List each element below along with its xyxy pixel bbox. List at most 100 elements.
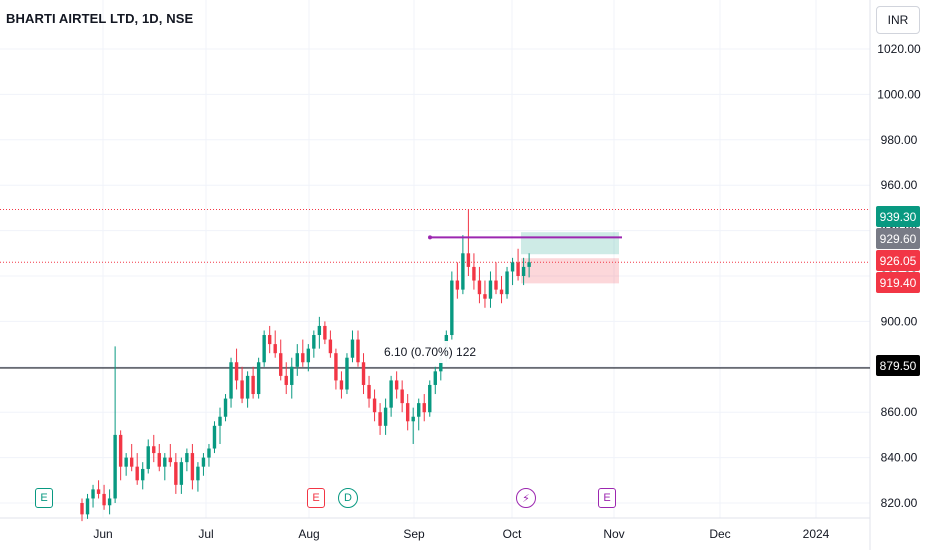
- candle-body: [439, 357, 443, 372]
- candle-body: [234, 362, 239, 381]
- candles: [80, 209, 531, 522]
- price-tag: 939.30: [876, 206, 920, 227]
- candle-body: [152, 446, 156, 454]
- candle-body: [240, 380, 244, 399]
- time-tick-label: Sep: [403, 527, 425, 541]
- price-tag: 926.05: [876, 250, 920, 271]
- time-tick-label: Nov: [603, 527, 624, 541]
- candle: [146, 439, 150, 474]
- candle-body: [174, 462, 178, 485]
- candle-body: [323, 325, 327, 340]
- candle-body: [405, 403, 410, 422]
- earnings-marker-aug[interactable]: E: [307, 488, 325, 508]
- candle: [163, 453, 167, 481]
- candle-body: [85, 498, 90, 515]
- currency-button[interactable]: INR: [876, 6, 920, 34]
- position-box[interactable]: [521, 232, 619, 284]
- resistance-line-handle: [428, 235, 432, 240]
- candle: [461, 235, 465, 295]
- candle-body: [510, 262, 515, 272]
- candle: [85, 493, 90, 519]
- dividend-marker[interactable]: D: [338, 488, 358, 508]
- candle-body: [361, 362, 366, 385]
- grid-lines: [0, 0, 871, 550]
- candle-body: [135, 466, 139, 481]
- candle-body: [102, 493, 106, 506]
- candle-body: [267, 335, 272, 345]
- candle-body: [146, 446, 150, 469]
- candle: [367, 375, 371, 408]
- price-tag: 919.40: [876, 272, 920, 293]
- candle-body: [400, 389, 404, 404]
- candle: [516, 248, 520, 281]
- candle-body: [494, 280, 498, 290]
- candle: [201, 453, 206, 476]
- candle: [521, 257, 526, 286]
- candle: [428, 380, 432, 417]
- time-axis[interactable]: Jun Jul Aug Sep Oct Nov Dec 2024: [93, 527, 829, 541]
- candle: [168, 443, 173, 467]
- candle-body: [516, 262, 520, 276]
- candle: [488, 271, 493, 308]
- candle: [273, 330, 277, 358]
- candle: [223, 394, 228, 422]
- price-tick-label: 820.00: [881, 496, 918, 510]
- candle-body: [455, 280, 460, 290]
- candle-body: [306, 348, 311, 363]
- candle-body: [466, 253, 471, 267]
- candle: [262, 330, 266, 367]
- candle-body: [245, 375, 250, 399]
- candle: [494, 262, 498, 295]
- candle-body: [179, 462, 184, 485]
- candle-body: [356, 339, 360, 363]
- candle: [433, 366, 437, 395]
- candle: [306, 344, 311, 372]
- candle-body: [196, 466, 200, 481]
- candle-body: [499, 289, 504, 295]
- price-tag: 929.60: [876, 228, 920, 249]
- time-tick-label: Jul: [198, 527, 213, 541]
- candle: [499, 276, 504, 304]
- candle-body: [157, 453, 161, 467]
- time-tick-label: 2024: [803, 527, 830, 541]
- candle-body: [168, 457, 173, 463]
- candle: [505, 266, 509, 299]
- candle-body: [433, 371, 437, 385]
- candle: [317, 316, 322, 349]
- candle: [124, 453, 128, 476]
- candle-body: [372, 398, 377, 413]
- candle: [295, 344, 299, 376]
- candle-body: [201, 457, 206, 467]
- candle: [422, 394, 426, 422]
- resistance-line[interactable]: [428, 235, 622, 240]
- candle-body: [229, 362, 233, 399]
- candle-body: [417, 403, 421, 417]
- candle: [80, 498, 84, 522]
- candle: [345, 353, 349, 395]
- candle: [152, 434, 156, 463]
- profit-zone: [521, 232, 619, 255]
- candle: [400, 380, 404, 413]
- candle-body: [80, 503, 84, 515]
- candle: [323, 321, 327, 345]
- price-tick-label: 980.00: [881, 133, 918, 147]
- candle: [527, 253, 531, 278]
- candle: [483, 280, 487, 308]
- split-marker[interactable]: ⚡: [516, 488, 536, 508]
- candle-body: [218, 416, 222, 426]
- candle-body: [301, 353, 305, 363]
- candle: [185, 448, 189, 472]
- candle: [372, 389, 377, 422]
- candle: [190, 443, 195, 490]
- earnings-marker-oct[interactable]: E: [598, 488, 616, 508]
- candle: [234, 348, 239, 390]
- candle: [301, 339, 305, 367]
- loss-zone: [521, 258, 619, 284]
- candle-body: [141, 468, 145, 481]
- time-tick-label: Jun: [93, 527, 112, 541]
- candle: [229, 357, 233, 408]
- earnings-marker-may[interactable]: E: [35, 488, 53, 508]
- candle-body: [345, 357, 349, 390]
- candle-body: [295, 353, 299, 367]
